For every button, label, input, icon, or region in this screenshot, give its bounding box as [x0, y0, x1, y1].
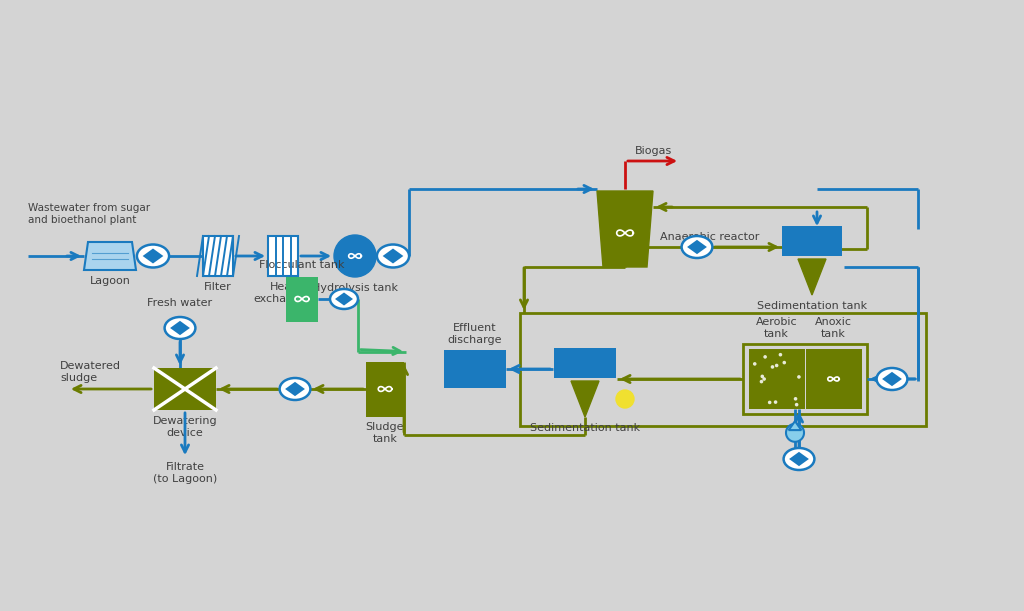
- Ellipse shape: [682, 236, 713, 258]
- Text: Lagoon: Lagoon: [89, 276, 130, 286]
- Polygon shape: [790, 452, 809, 466]
- FancyBboxPatch shape: [444, 350, 506, 388]
- Circle shape: [771, 365, 774, 368]
- Polygon shape: [84, 242, 136, 270]
- Text: Aerobic
tank: Aerobic tank: [756, 317, 798, 339]
- Polygon shape: [142, 249, 164, 263]
- Polygon shape: [383, 249, 403, 263]
- Circle shape: [795, 403, 799, 406]
- Ellipse shape: [330, 289, 358, 309]
- FancyBboxPatch shape: [749, 349, 805, 409]
- Text: Wastewater from sugar
and bioethanol plant: Wastewater from sugar and bioethanol pla…: [28, 203, 151, 225]
- FancyBboxPatch shape: [782, 226, 842, 256]
- Text: Filtrate
(to Lagoon): Filtrate (to Lagoon): [153, 462, 217, 483]
- Text: Anoxic
tank: Anoxic tank: [815, 317, 852, 339]
- Circle shape: [762, 377, 766, 381]
- Text: Effluent
discharge: Effluent discharge: [447, 323, 502, 345]
- Circle shape: [782, 361, 786, 364]
- Circle shape: [774, 400, 777, 404]
- Ellipse shape: [165, 317, 196, 339]
- Text: Sedimentation tank: Sedimentation tank: [757, 301, 867, 311]
- Circle shape: [616, 390, 634, 408]
- Circle shape: [753, 362, 757, 366]
- Text: Heat
exchanger: Heat exchanger: [254, 282, 312, 304]
- Text: Biogas: Biogas: [635, 146, 672, 156]
- Polygon shape: [335, 293, 353, 306]
- Circle shape: [609, 217, 641, 249]
- Polygon shape: [786, 424, 804, 442]
- Circle shape: [822, 368, 845, 390]
- Polygon shape: [285, 382, 305, 396]
- Text: Dewatered
sludge: Dewatered sludge: [60, 361, 121, 383]
- Polygon shape: [170, 321, 189, 335]
- Text: Fresh water: Fresh water: [147, 298, 213, 308]
- Text: Hydrolysis tank: Hydrolysis tank: [312, 283, 398, 293]
- Text: Sludge
tank: Sludge tank: [366, 422, 404, 444]
- Ellipse shape: [877, 368, 907, 390]
- Circle shape: [797, 375, 801, 379]
- Circle shape: [778, 353, 782, 356]
- Circle shape: [775, 364, 778, 367]
- Polygon shape: [788, 421, 802, 430]
- Circle shape: [343, 244, 368, 268]
- Ellipse shape: [137, 244, 169, 268]
- Circle shape: [289, 285, 315, 312]
- Text: Sedimentation tank: Sedimentation tank: [530, 423, 640, 433]
- FancyBboxPatch shape: [554, 348, 616, 378]
- Text: Anaerobic reactor: Anaerobic reactor: [660, 232, 760, 242]
- FancyBboxPatch shape: [154, 368, 216, 410]
- Circle shape: [761, 375, 764, 378]
- Circle shape: [763, 355, 767, 359]
- Polygon shape: [571, 381, 599, 417]
- Text: Filter: Filter: [204, 282, 231, 292]
- FancyBboxPatch shape: [366, 362, 404, 417]
- Ellipse shape: [280, 378, 310, 400]
- Circle shape: [768, 401, 771, 404]
- Polygon shape: [687, 240, 707, 254]
- FancyBboxPatch shape: [806, 349, 861, 409]
- Circle shape: [334, 235, 376, 277]
- Circle shape: [372, 376, 398, 402]
- Polygon shape: [882, 372, 902, 386]
- Ellipse shape: [377, 244, 410, 268]
- FancyBboxPatch shape: [268, 236, 298, 276]
- Circle shape: [760, 380, 763, 383]
- Text: Flocculant tank: Flocculant tank: [259, 260, 345, 271]
- Circle shape: [794, 397, 798, 401]
- Polygon shape: [798, 259, 826, 295]
- Text: Dewatering
device: Dewatering device: [153, 416, 217, 437]
- Ellipse shape: [783, 448, 814, 470]
- FancyBboxPatch shape: [203, 236, 233, 276]
- Polygon shape: [597, 191, 653, 267]
- FancyBboxPatch shape: [286, 277, 318, 321]
